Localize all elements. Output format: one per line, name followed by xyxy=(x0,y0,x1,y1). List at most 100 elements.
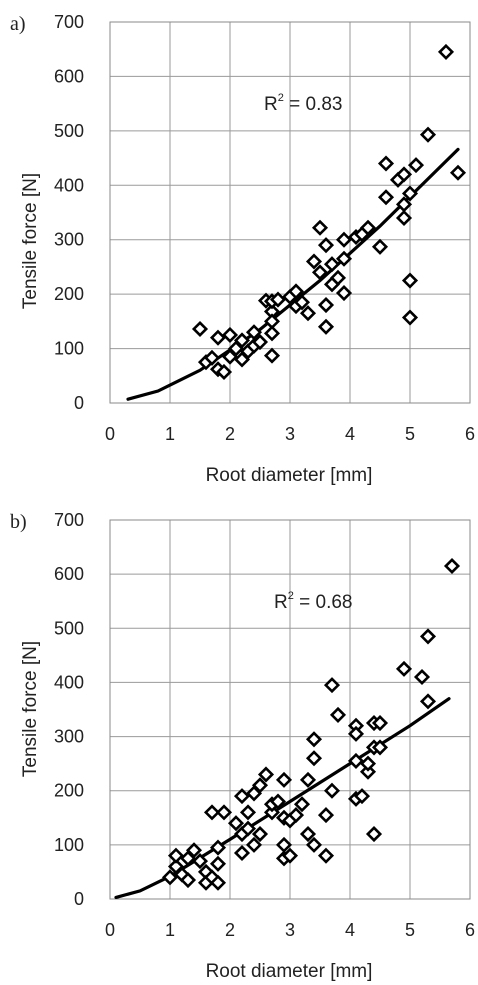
y-tick-label-a: 500 xyxy=(54,121,84,141)
data-points-b xyxy=(161,557,461,891)
y-tick-label-a: 200 xyxy=(54,284,84,304)
panel-label-a: a) xyxy=(10,13,26,35)
x-tick-label-b: 3 xyxy=(285,920,295,940)
plot-border-b xyxy=(109,519,471,900)
data-point-a xyxy=(419,126,437,143)
gridlines-b xyxy=(109,519,471,900)
data-point-a xyxy=(269,291,287,308)
x-tick-label-b: 6 xyxy=(465,920,475,940)
r-squared-annotation-b: R2 = 0.68 xyxy=(274,590,353,613)
data-point-b xyxy=(257,766,275,783)
trendline-b xyxy=(114,697,451,899)
data-point-a xyxy=(293,294,311,311)
data-point-b xyxy=(203,804,221,821)
data-point-b xyxy=(395,660,413,677)
x-tick-label-a: 4 xyxy=(345,424,355,444)
data-point-a xyxy=(305,253,323,270)
x-axis-title-a: Root diameter [mm] xyxy=(206,465,373,486)
data-point-b xyxy=(281,847,299,864)
y-tick-label-b: 200 xyxy=(54,781,84,801)
x-axis-title-b: Root diameter [mm] xyxy=(206,961,373,982)
y-tick-label-a: 0 xyxy=(74,393,84,413)
y-tick-label-a: 600 xyxy=(54,66,84,86)
data-point-b xyxy=(233,844,251,862)
data-point-b xyxy=(299,825,317,843)
y-tick-label-b: 500 xyxy=(54,618,84,638)
y-tick-labels-a: 0 100 200 300 400 500 600 700 xyxy=(54,12,84,413)
data-point-b xyxy=(317,807,335,824)
data-point-a xyxy=(299,305,317,322)
data-point-a xyxy=(215,363,233,381)
data-point-a xyxy=(395,209,413,226)
data-point-b xyxy=(371,739,389,756)
plot-frame-a xyxy=(109,21,471,404)
data-point-b xyxy=(233,788,251,805)
data-point-a xyxy=(311,264,329,281)
data-point-b xyxy=(227,815,245,832)
data-point-a xyxy=(407,157,425,174)
data-point-a xyxy=(233,332,251,349)
data-point-b xyxy=(359,763,377,780)
data-point-b xyxy=(329,706,347,723)
data-point-a xyxy=(395,166,413,183)
x-tick-label-b: 0 xyxy=(105,920,115,940)
x-tick-label-b: 5 xyxy=(405,920,415,940)
data-point-b xyxy=(365,825,383,843)
data-point-b xyxy=(185,842,203,859)
data-point-b xyxy=(251,825,269,843)
data-point-b xyxy=(323,677,341,694)
data-point-b xyxy=(317,847,335,864)
data-point-b xyxy=(245,836,263,853)
gridlines-a xyxy=(109,21,471,404)
chart-panel-b: b) 0 100 200 300 400 500 600 700 0 1 2 3 4 5 6 R2 = 0… xyxy=(10,510,475,982)
data-point-a xyxy=(311,219,329,236)
y-tick-labels-b: 0 100 200 300 400 500 600 700 xyxy=(54,510,84,909)
data-point-b xyxy=(419,628,437,645)
x-tick-label-a: 5 xyxy=(405,424,415,444)
data-point-b xyxy=(299,771,317,788)
data-point-a xyxy=(401,272,419,289)
data-point-a xyxy=(437,43,455,60)
data-point-b xyxy=(263,804,281,821)
data-point-a xyxy=(287,283,305,300)
data-point-b xyxy=(179,872,197,889)
plot-border-a xyxy=(109,21,471,404)
data-point-b xyxy=(305,750,323,767)
data-point-a xyxy=(449,164,467,181)
data-point-b xyxy=(191,853,209,870)
data-point-b xyxy=(209,874,227,891)
data-point-b xyxy=(347,752,365,769)
data-point-a xyxy=(317,296,335,314)
trendline-curve-b xyxy=(114,697,451,899)
data-point-a xyxy=(329,269,347,286)
data-point-b xyxy=(305,836,323,853)
y-tick-label-b: 100 xyxy=(54,835,84,855)
y-tick-label-a: 100 xyxy=(54,339,84,359)
y-axis-title-b: Tensile force [N] xyxy=(20,641,41,777)
y-tick-label-a: 400 xyxy=(54,175,84,195)
x-tick-label-b: 2 xyxy=(225,920,235,940)
data-point-a xyxy=(401,185,419,202)
x-tick-label-a: 0 xyxy=(105,424,115,444)
data-point-b xyxy=(209,855,227,872)
data-point-b xyxy=(275,771,293,788)
y-axis-title-a: Tensile force [N] xyxy=(20,173,41,309)
data-point-a xyxy=(335,231,353,248)
trendline-curve-a xyxy=(126,147,460,401)
data-point-b xyxy=(215,804,233,821)
data-point-b xyxy=(413,668,431,686)
trendline-a xyxy=(126,147,460,401)
data-point-b xyxy=(275,836,293,853)
data-point-a xyxy=(335,285,353,302)
data-point-b xyxy=(371,714,389,732)
y-tick-label-b: 400 xyxy=(54,672,84,692)
data-point-a xyxy=(317,237,335,254)
data-point-b xyxy=(305,731,323,748)
r-squared-annotation-a: R2 = 0.83 xyxy=(264,92,343,115)
data-point-b xyxy=(443,557,461,575)
x-tick-labels-a: 0 1 2 3 4 5 6 xyxy=(105,424,475,444)
data-point-a xyxy=(221,326,239,344)
y-tick-label-b: 600 xyxy=(54,564,84,584)
data-point-a xyxy=(359,219,377,236)
data-point-a xyxy=(335,250,353,267)
